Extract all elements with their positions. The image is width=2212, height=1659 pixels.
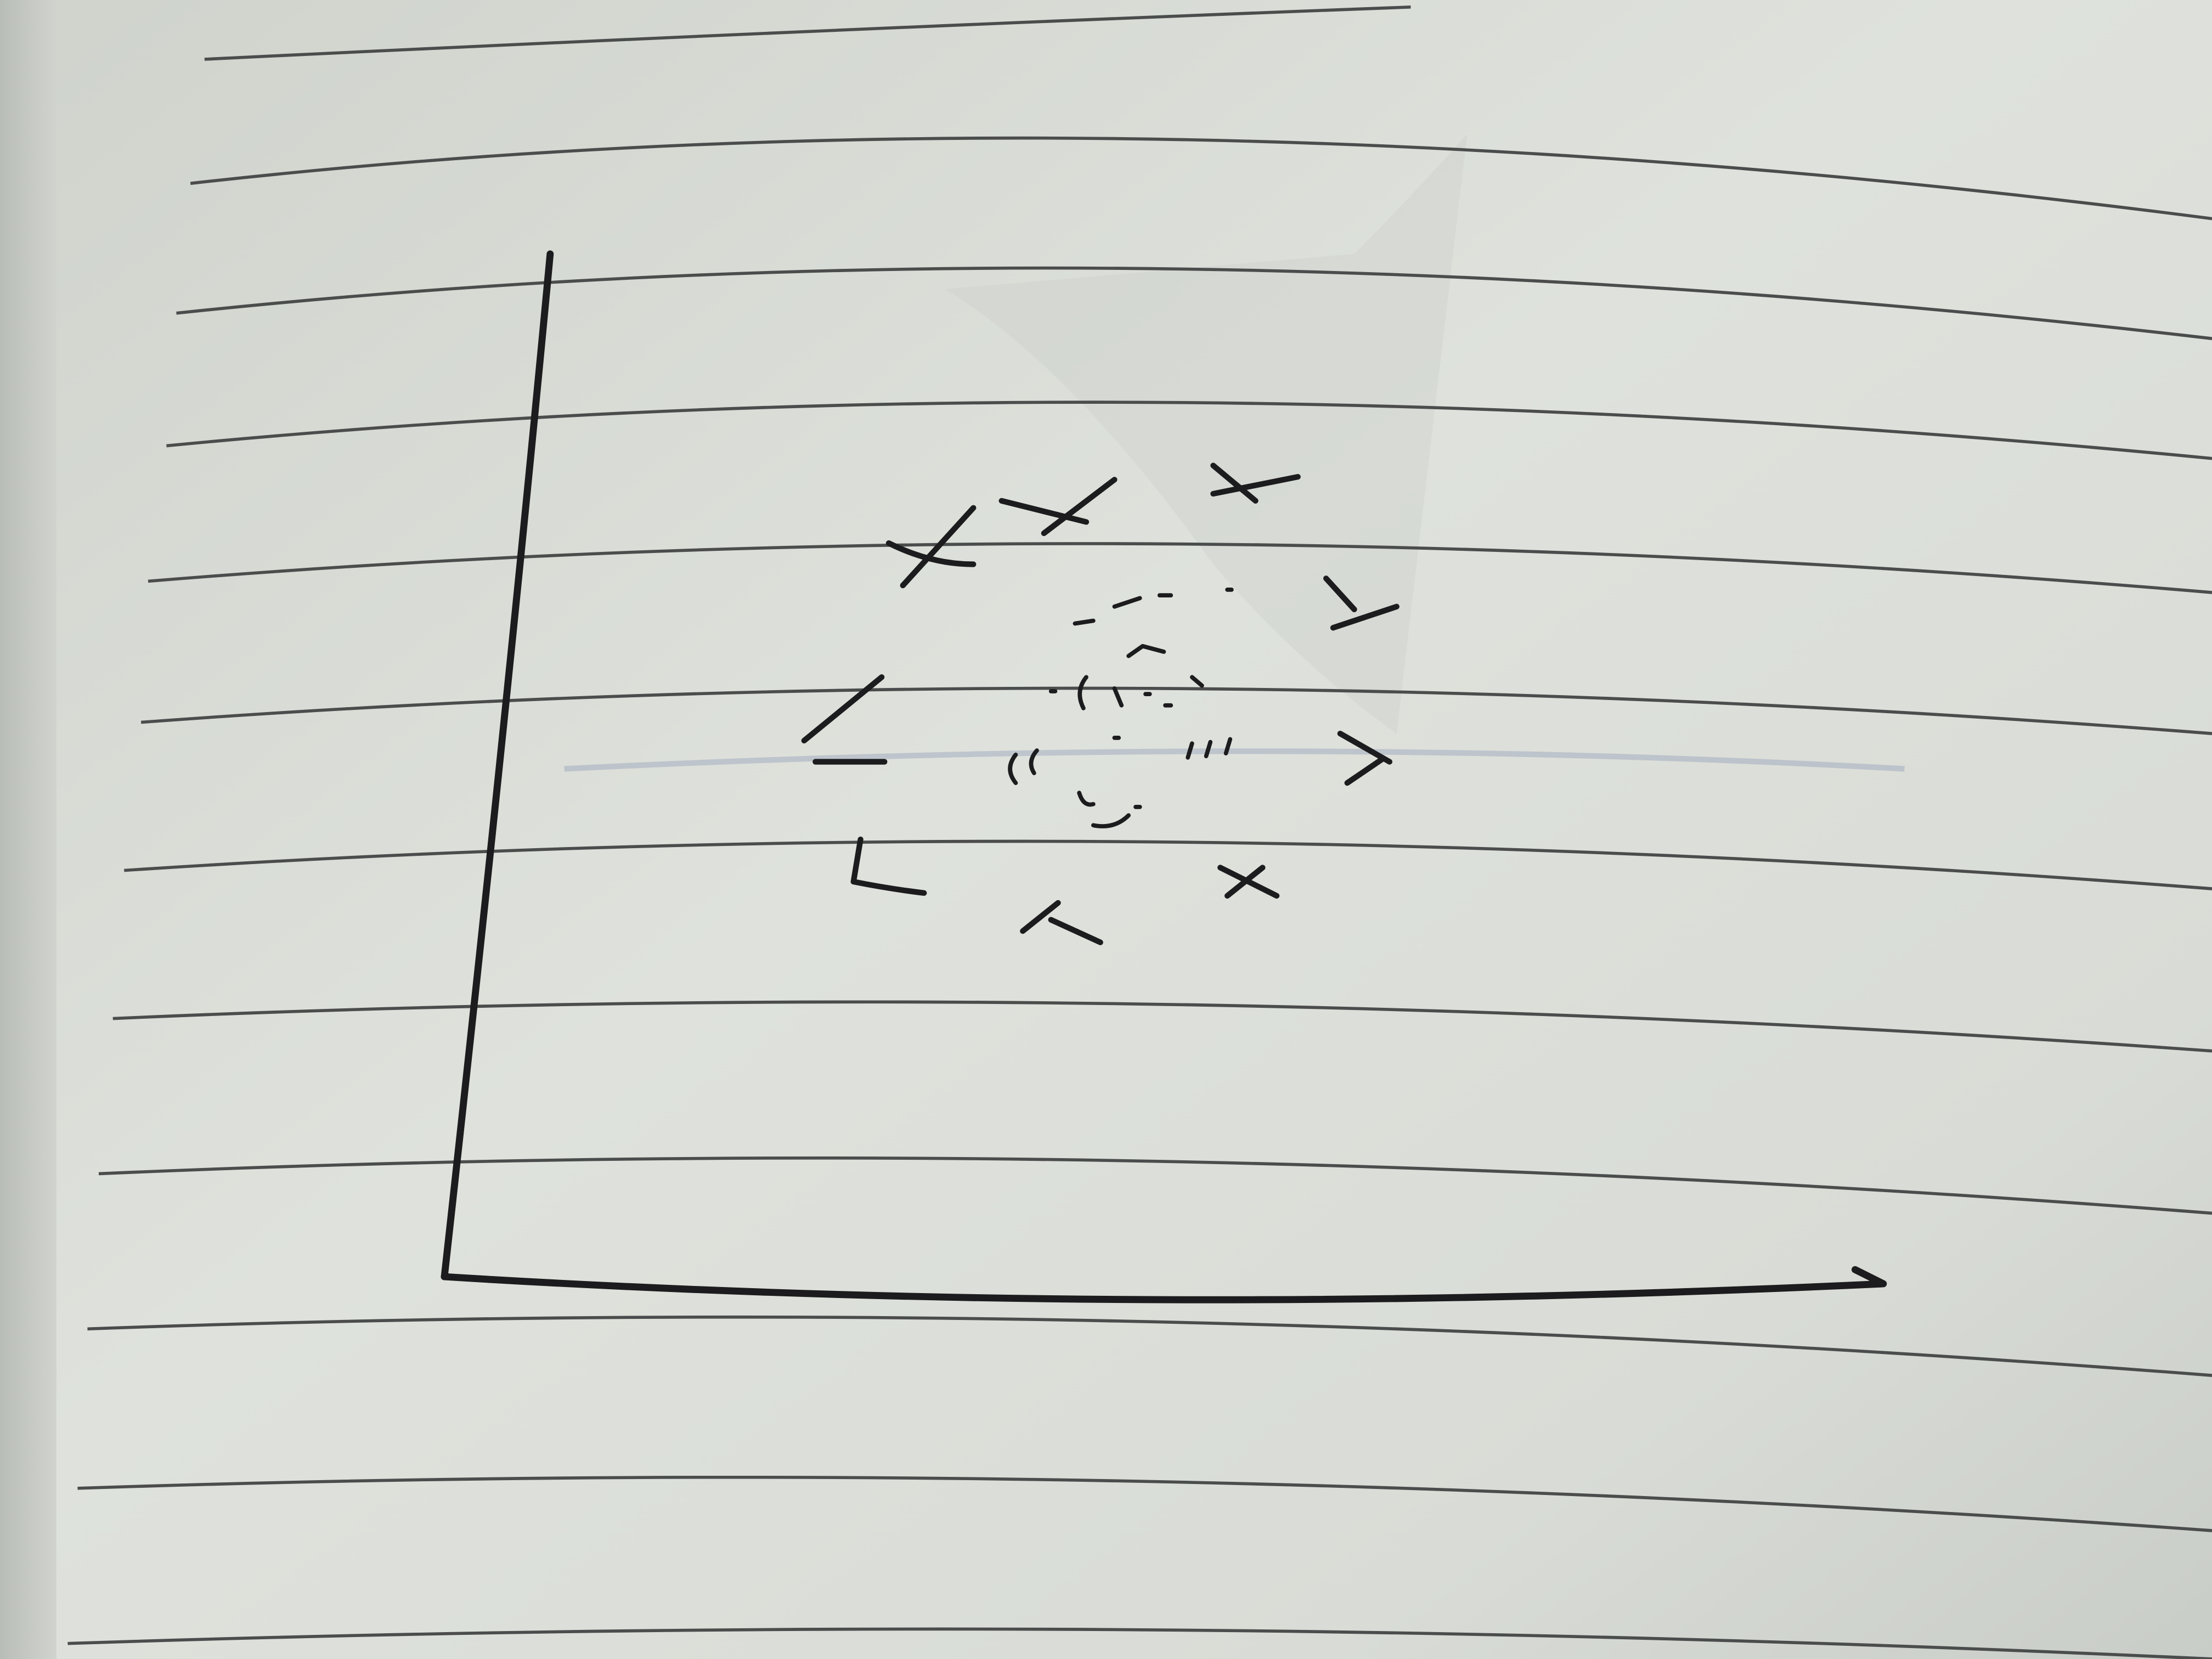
cross-mark [1217,865,1280,899]
y-axis-stroke [441,250,554,1280]
rule-line [148,542,2212,594]
cross-mark [1210,462,1301,504]
small-mark [1126,644,1166,658]
cross-mark [850,836,927,896]
center-marks [1008,588,1234,828]
rule-line [77,1475,2212,1532]
sketch [441,250,1887,1304]
rule-line [98,1156,2212,1215]
cross-marks [801,462,1400,945]
x-axis-stroke [441,1266,1887,1304]
small-mark [1077,675,1204,710]
cross-mark [1323,575,1400,631]
show-through-line [564,748,1905,772]
show-through-fold [945,134,1468,734]
cross-mark [801,674,888,765]
small-mark [1008,736,1121,786]
rule-line [112,1000,2212,1053]
small-mark [1073,593,1173,626]
rule-line [140,686,2212,735]
small-mark [1186,737,1233,760]
rule-line [190,136,2212,221]
cross-mark [998,477,1118,537]
rule-line [124,839,2212,890]
cross-mark [885,505,977,589]
cross-mark [1020,900,1103,945]
ruled-lines [67,5,2212,1659]
rule-line [87,1315,2212,1377]
rule-line [166,400,2212,460]
cross-mark [1337,731,1393,786]
rule-line [204,5,1411,61]
small-mark [1048,588,1234,708]
page-edge [0,0,57,1659]
small-mark [1077,791,1142,828]
rule-line [67,1627,2212,1659]
rule-line [176,266,2212,340]
